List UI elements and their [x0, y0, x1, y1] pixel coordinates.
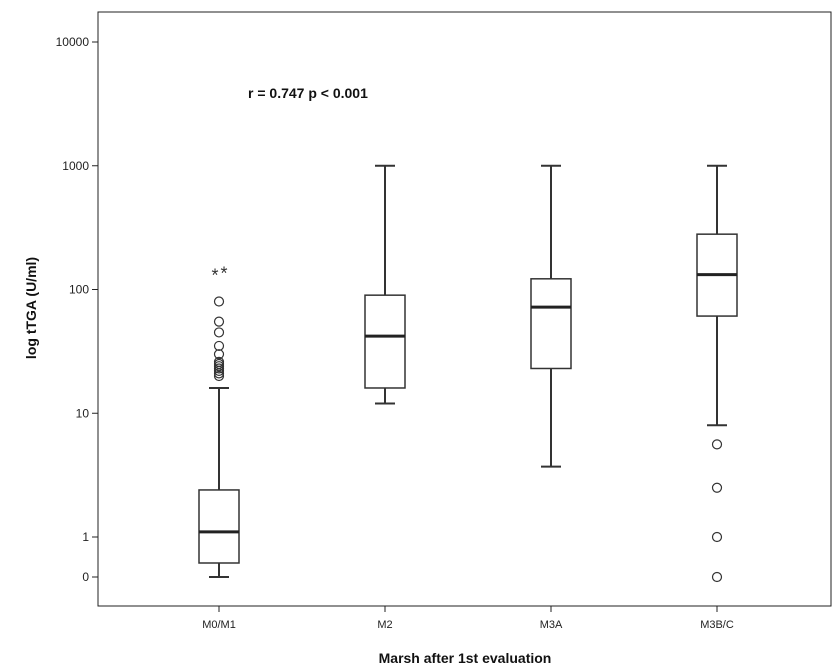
correlation-annotation: r = 0.747 p < 0.001 — [248, 85, 368, 101]
y-axis-title: log tTGA (U/ml) — [23, 257, 39, 359]
outlier-point — [213, 327, 225, 338]
outlier-point — [213, 356, 225, 367]
outlier-point — [213, 349, 225, 360]
outlier-point — [213, 296, 225, 307]
iqr-box — [530, 278, 572, 370]
iqr-box — [364, 294, 406, 389]
outlier-point — [213, 316, 225, 327]
boxes-layer: * * — [198, 164, 738, 583]
y-tick-label: 1 — [82, 530, 89, 544]
y-tick-label: 1000 — [62, 159, 89, 173]
iqr-box — [198, 489, 240, 564]
x-tick-label: M0/M1 — [202, 619, 236, 631]
y-axis: 0 1 10 100 1000 10000 — [56, 35, 98, 584]
outlier-point — [711, 531, 723, 543]
box-group — [364, 164, 406, 405]
extreme-point: * — [211, 265, 218, 285]
y-tick-label: 10000 — [56, 35, 90, 49]
outlier-point — [711, 439, 723, 450]
box-group — [696, 164, 738, 583]
x-tick-label: M3A — [540, 619, 563, 631]
x-tick-label: M2 — [377, 619, 392, 631]
x-axis-title: Marsh after 1st evaluation — [379, 650, 552, 666]
outlier-point — [711, 571, 723, 583]
y-tick-label: 0 — [82, 570, 89, 584]
x-axis: M0/M1 M2 M3A M3B/C — [202, 606, 734, 631]
outlier-point — [213, 340, 225, 352]
outlier-point — [213, 370, 225, 382]
plot-frame — [97, 11, 832, 607]
x-tick-label: M3B/C — [700, 619, 734, 631]
box-group: * * — [198, 264, 240, 578]
box-group — [530, 164, 572, 468]
outlier-point — [711, 482, 723, 493]
extreme-point: * — [220, 264, 227, 284]
y-tick-label: 100 — [69, 283, 89, 297]
y-tick-label: 10 — [76, 406, 90, 420]
